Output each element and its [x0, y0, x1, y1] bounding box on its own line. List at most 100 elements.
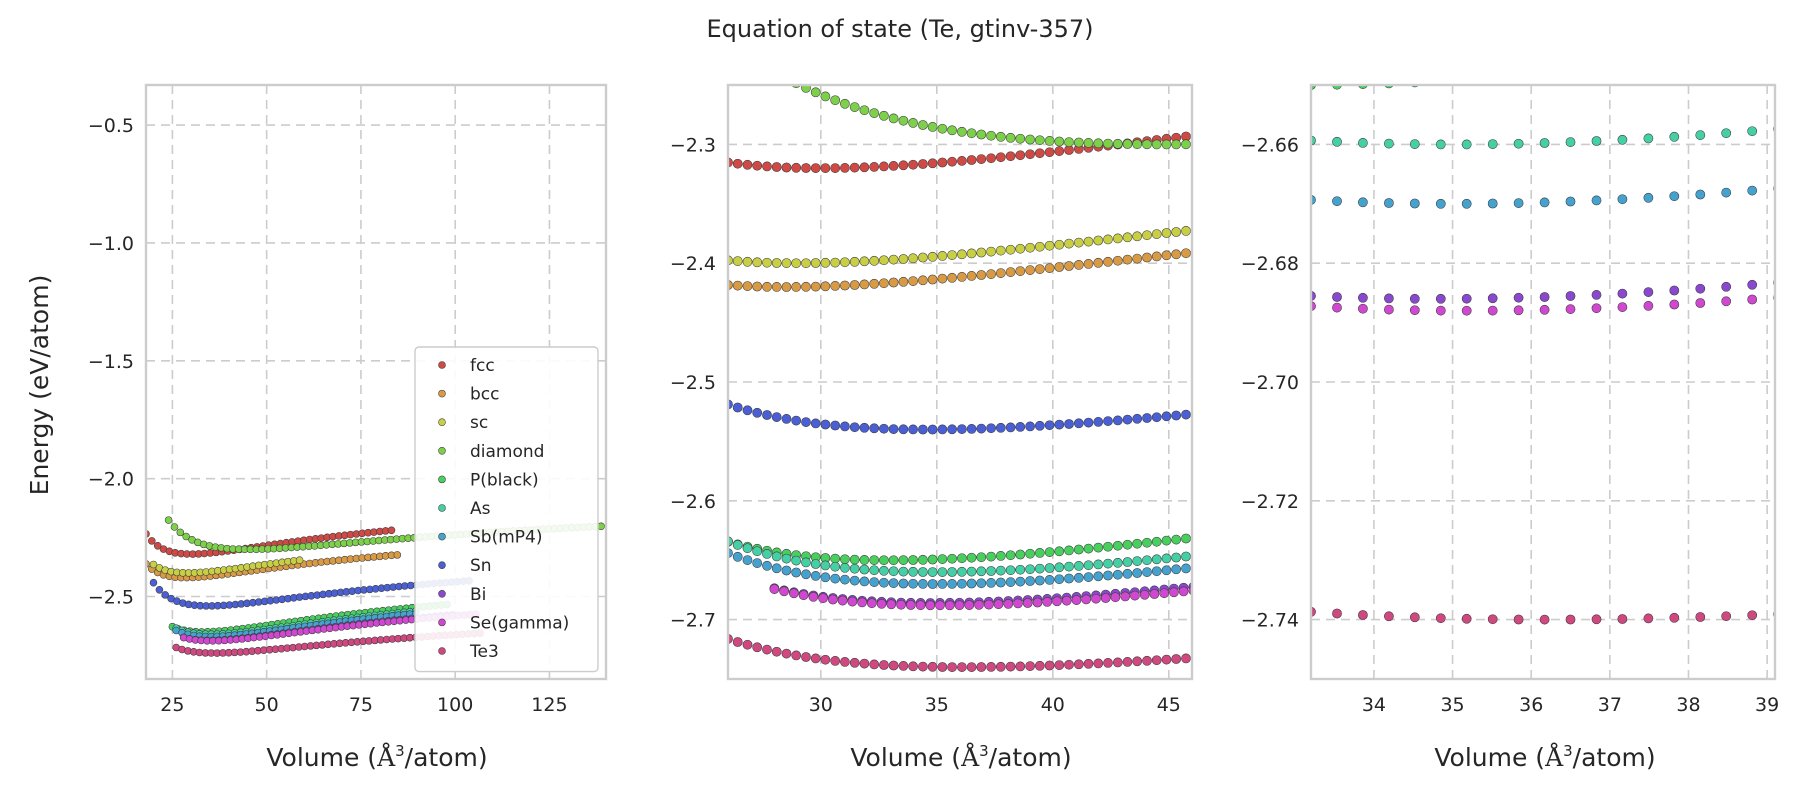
data-point-as	[1565, 137, 1576, 147]
data-point-fcc	[840, 163, 850, 173]
data-point-se-gamma-	[1032, 597, 1043, 608]
data-point-bcc	[1034, 264, 1045, 274]
data-point-sb-mp4-	[1461, 198, 1472, 209]
data-point-diamond	[898, 115, 909, 126]
data-point-te3	[937, 662, 948, 672]
y-tick-label: −2.5	[88, 587, 134, 609]
data-point-diamond	[947, 125, 957, 136]
x-tick-label: 34	[1362, 694, 1386, 716]
data-point-as	[1093, 559, 1104, 570]
data-point-as	[898, 566, 909, 577]
data-point-sn	[1005, 422, 1016, 433]
data-point-se-gamma-	[905, 600, 916, 610]
data-point-te3	[879, 660, 889, 670]
legend-marker	[438, 389, 446, 398]
data-point-sc	[859, 256, 870, 267]
data-point-sb-mp4-	[1122, 568, 1133, 579]
data-point-p-black-	[1774, 47, 1783, 56]
data-point-se-gamma-	[1061, 595, 1072, 606]
data-point-sb-mp4-	[752, 558, 763, 568]
x-axis-label-2: Volume (Å3/atom)	[850, 742, 1071, 772]
data-point-se-gamma-	[818, 593, 828, 604]
data-point-sc	[1044, 240, 1055, 251]
data-point-diamond	[1132, 139, 1143, 150]
data-point-sb-mp4-	[995, 577, 1006, 588]
data-point-sb-mp4-	[947, 579, 957, 589]
data-point-bi	[1358, 292, 1368, 303]
data-point-te3	[1669, 612, 1680, 623]
data-point-p-black-	[1181, 533, 1191, 544]
data-point-fcc	[908, 159, 918, 170]
data-point-as	[1054, 562, 1065, 573]
data-point-sn	[1015, 422, 1026, 432]
data-point-se-gamma-	[1022, 598, 1033, 608]
data-point-sb-mp4-	[1054, 574, 1065, 585]
data-point-se-gamma-	[1071, 595, 1082, 605]
data-point-sb-mp4-	[918, 579, 928, 589]
data-point-fcc	[986, 153, 996, 164]
data-point-as	[1487, 139, 1498, 149]
data-point-as	[1539, 138, 1550, 148]
data-point-te3	[732, 637, 743, 647]
data-point-sb-mp4-	[869, 577, 880, 587]
data-point-fcc	[976, 154, 987, 164]
data-point-sb-mp4-	[1142, 567, 1152, 577]
data-point-bcc	[1025, 265, 1035, 275]
data-point-as	[927, 567, 938, 577]
data-point-p-black-	[1122, 539, 1133, 550]
data-point-as	[976, 566, 987, 577]
data-point-se-gamma-	[1695, 298, 1706, 308]
data-point-te3	[840, 657, 850, 667]
figure-title: Equation of state (Te, gtinv-357)	[707, 15, 1094, 43]
data-point-sc	[898, 254, 909, 264]
panel-zoom-lowest: 34 35 36 37 38 39 −2.74 −2.72 −2.70 −2.68 −2.66	[1241, 47, 1783, 716]
data-point-sn	[752, 407, 763, 418]
legend-label: Sb(mP4)	[470, 528, 542, 548]
data-point-sc	[1161, 228, 1172, 238]
data-point-sb-mp4-	[976, 578, 987, 589]
data-point-te3	[1539, 614, 1550, 625]
data-point-sb-mp4-	[1669, 191, 1680, 202]
data-point-se-gamma-	[837, 595, 848, 606]
data-point-as	[1034, 563, 1045, 574]
data-point-te3	[1181, 653, 1191, 664]
data-point-as	[781, 553, 792, 564]
data-point-sc	[869, 255, 880, 266]
data-point-p-black-	[1064, 545, 1074, 556]
data-point-sb-mp4-	[771, 563, 782, 574]
data-point-sb-mp4-	[1384, 198, 1394, 208]
data-point-fcc	[387, 526, 396, 535]
data-point-sc	[1015, 243, 1026, 254]
data-point-bcc	[830, 281, 841, 291]
data-point-as	[1171, 552, 1182, 563]
data-point-as	[1358, 138, 1368, 148]
data-point-se-gamma-	[828, 594, 838, 605]
data-point-se-gamma-	[944, 600, 955, 611]
data-point-fcc	[888, 161, 899, 171]
data-point-se-gamma-	[886, 599, 897, 610]
data-point-fcc	[918, 159, 928, 169]
data-point-p-black-	[908, 555, 918, 565]
data-point-sb-mp4-	[849, 575, 860, 586]
data-point-sn	[1132, 413, 1143, 424]
y-tick-label: −0.5	[88, 115, 134, 137]
data-point-sn	[771, 412, 782, 422]
data-point-sn	[1151, 412, 1162, 423]
data-point-p-black-	[966, 552, 977, 563]
data-point-se-gamma-	[1617, 302, 1628, 312]
data-point-sc	[801, 258, 811, 269]
data-point-as	[1151, 554, 1162, 565]
data-point-se-gamma-	[798, 590, 809, 601]
data-point-te3	[947, 662, 957, 672]
data-point-te3	[1005, 661, 1016, 672]
data-point-diamond	[176, 528, 185, 537]
legend-frame	[414, 346, 599, 673]
data-points	[146, 516, 605, 657]
data-point-se-gamma-	[1435, 305, 1446, 316]
data-point-diamond	[743, 50, 752, 59]
data-point-bcc	[937, 273, 948, 284]
data-point-diamond	[170, 523, 179, 531]
data-point-p-black-	[840, 554, 850, 565]
data-point-se-gamma-	[915, 600, 926, 611]
